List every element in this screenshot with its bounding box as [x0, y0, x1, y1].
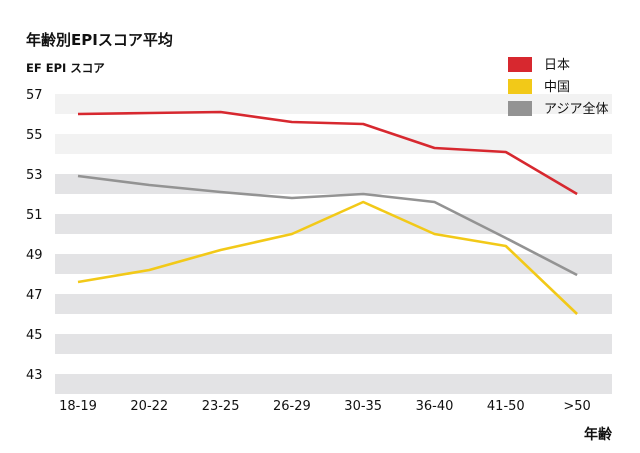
legend-swatch-japan — [508, 57, 532, 72]
grid-band — [55, 94, 612, 114]
grid-bands — [55, 94, 612, 394]
y-tick-label: 47 — [26, 288, 43, 303]
legend-swatch-china — [508, 79, 532, 94]
series-line-asia — [77, 174, 578, 277]
series-lines — [77, 110, 578, 315]
grid-band — [55, 254, 612, 274]
y-tick-label: 49 — [26, 248, 43, 263]
grid-band — [55, 274, 612, 294]
legend-label-china: 中国 — [544, 80, 570, 95]
legend: 日本 中国 アジア全体 — [508, 57, 608, 117]
y-tick-label: 57 — [26, 88, 43, 103]
x-tick-labels: 18-19 20-22 23-25 26-29 30-35 36-40 41-50 >50 — [59, 399, 591, 414]
legend-label-asia: アジア全体 — [544, 101, 608, 117]
chart-title: 年齢別EPIスコア平均 — [26, 31, 173, 49]
grid-band — [55, 334, 612, 354]
x-tick-label: 30-35 — [344, 399, 382, 414]
grid-band — [55, 154, 612, 174]
grid-band — [55, 134, 612, 154]
grid-band — [55, 374, 612, 394]
series-line-china — [77, 200, 578, 315]
x-tick-label: 26-29 — [273, 399, 311, 414]
grid-band — [55, 234, 612, 254]
y-tick-label: 43 — [26, 368, 43, 383]
legend-label-japan: 日本 — [544, 58, 570, 73]
grid-band — [55, 194, 612, 214]
x-tick-label: 20-22 — [130, 399, 168, 414]
x-tick-label: 36-40 — [416, 399, 454, 414]
y-tick-label: 53 — [26, 168, 43, 183]
x-tick-label: 23-25 — [202, 399, 240, 414]
x-tick-label: >50 — [563, 399, 590, 414]
legend-swatch-asia — [508, 101, 532, 116]
y-tick-label: 51 — [26, 208, 43, 223]
x-tick-label: 18-19 — [59, 399, 97, 414]
y-axis-label: EF EPI スコア — [26, 61, 105, 75]
y-tick-label: 55 — [26, 128, 43, 143]
grid-band — [55, 314, 612, 334]
series-line-japan — [77, 110, 578, 196]
grid-band — [55, 354, 612, 374]
y-tick-label: 45 — [26, 328, 43, 343]
grid-band — [55, 214, 612, 234]
x-tick-label: 41-50 — [487, 399, 525, 414]
grid-band — [55, 294, 612, 314]
y-tick-labels: 43 45 47 49 51 53 55 57 — [26, 88, 43, 383]
x-axis-label: 年齢 — [584, 426, 613, 443]
